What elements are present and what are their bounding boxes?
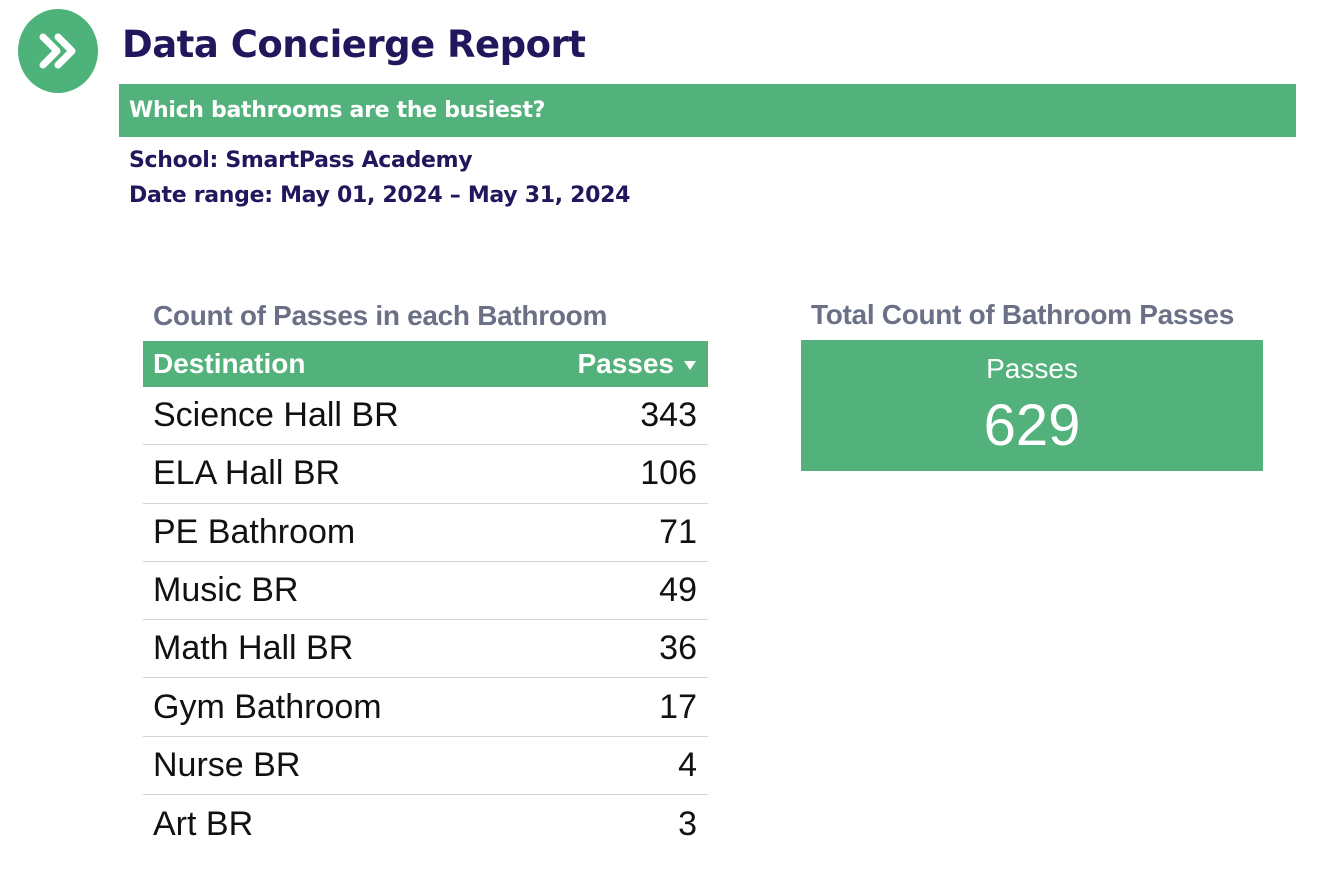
question-banner: Which bathrooms are the busiest? (119, 84, 1296, 137)
sort-descending-icon[interactable] (684, 360, 696, 370)
destination-cell: PE Bathroom (153, 512, 356, 551)
passes-cell: 4 (678, 745, 697, 784)
table-row[interactable]: Art BR 3 (143, 795, 708, 853)
scorecard-label: Passes (986, 353, 1078, 384)
passes-cell: 71 (659, 512, 697, 551)
report-meta: School: SmartPass Academy Date range: Ma… (129, 143, 630, 213)
table-row[interactable]: Math Hall BR 36 (143, 620, 708, 679)
destination-cell: Gym Bathroom (153, 687, 382, 726)
report-title: Data Concierge Report (122, 23, 586, 66)
date-range-label: Date range: May 01, 2024 – May 31, 2024 (129, 183, 631, 208)
destination-cell: Nurse BR (153, 745, 301, 784)
table-row[interactable]: Music BR 49 (143, 562, 708, 621)
table-panel-title: Count of Passes in each Bathroom (153, 300, 608, 331)
passes-table: Destination Passes Science Hall BR 343 ELA… (143, 341, 708, 853)
destination-cell: Music BR (153, 571, 299, 610)
destination-cell: Art BR (153, 804, 254, 843)
column-header-passes-label: Passes (577, 348, 674, 379)
scorecard-value: 629 (983, 393, 1081, 458)
table-row[interactable]: Gym Bathroom 17 (143, 678, 708, 737)
total-passes-scorecard: Passes 629 (801, 340, 1263, 471)
question-text: Which bathrooms are the busiest? (129, 98, 546, 123)
passes-cell: 49 (659, 571, 697, 610)
destination-cell: ELA Hall BR (153, 454, 341, 493)
table-header: Destination Passes (143, 341, 708, 387)
double-chevron-right-icon (39, 33, 76, 69)
passes-cell: 36 (659, 629, 697, 668)
passes-cell: 343 (640, 396, 697, 435)
passes-cell: 3 (678, 804, 697, 843)
table-row[interactable]: Science Hall BR 343 (143, 387, 708, 446)
school-label: School: SmartPass Academy (129, 148, 473, 173)
scorecard-title: Total Count of Bathroom Passes (811, 299, 1234, 330)
smartpass-logo (18, 9, 98, 93)
passes-cell: 106 (640, 454, 697, 493)
destination-cell: Science Hall BR (153, 396, 399, 435)
column-header-destination[interactable]: Destination (153, 348, 306, 379)
table-row[interactable]: ELA Hall BR 106 (143, 445, 708, 504)
destination-cell: Math Hall BR (153, 629, 354, 668)
passes-cell: 17 (659, 687, 697, 726)
table-row[interactable]: PE Bathroom 71 (143, 504, 708, 562)
table-row[interactable]: Nurse BR 4 (143, 737, 708, 796)
column-header-passes[interactable]: Passes (577, 348, 696, 380)
table-body: Science Hall BR 343 ELA Hall BR 106 PE Bathr… (143, 387, 708, 853)
